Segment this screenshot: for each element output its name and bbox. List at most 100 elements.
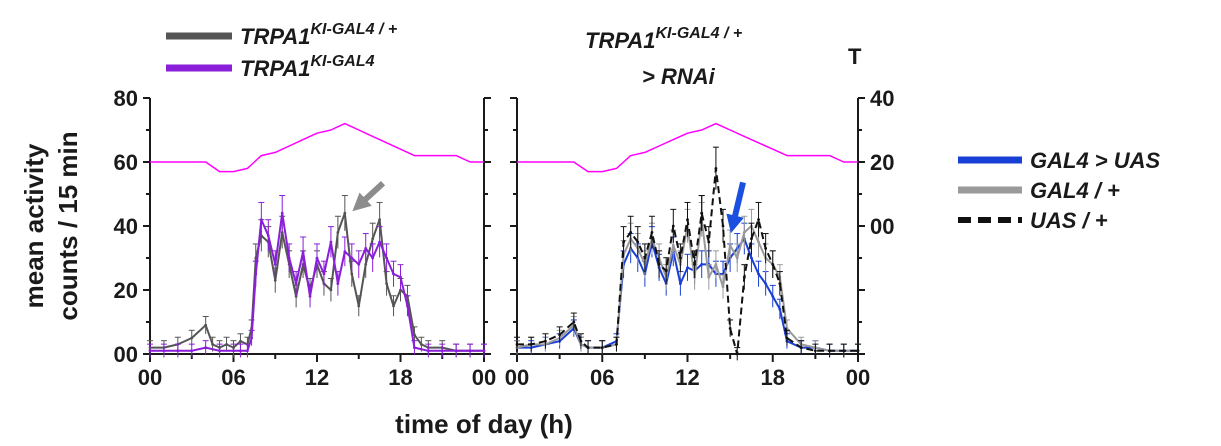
left-data-point xyxy=(266,234,270,238)
left-data-point xyxy=(364,247,368,250)
right-right-tick-label: 40 xyxy=(870,86,894,111)
left-data-point xyxy=(259,218,263,222)
left-data-point xyxy=(250,336,253,340)
left-data-point xyxy=(218,349,221,353)
left-data-point xyxy=(357,304,361,308)
left-data-point xyxy=(350,256,354,260)
right-data-point xyxy=(572,320,576,324)
right-right-tick-label: 00 xyxy=(870,214,894,239)
right-data-point xyxy=(707,275,711,279)
x-axis-label: time of day (h) xyxy=(395,409,573,439)
left-data-point xyxy=(385,256,388,260)
left-data-point xyxy=(239,349,242,353)
right-data-point xyxy=(714,263,718,266)
right-data-point xyxy=(586,346,590,349)
left-data-point xyxy=(294,282,298,285)
right-data-point xyxy=(678,282,682,285)
left-data-point xyxy=(287,256,291,260)
left-x-tick-label: 18 xyxy=(388,365,412,390)
legend-label-gal4: GAL4 / + xyxy=(1030,178,1120,203)
left-data-point xyxy=(190,349,194,353)
right-data-point xyxy=(742,231,746,234)
left-data-point xyxy=(322,272,326,276)
right-legend: GAL4 > UAS GAL4 / + UAS / + xyxy=(958,148,1161,233)
right-data-point xyxy=(544,339,547,343)
left-y-tick-label: 80 xyxy=(114,86,138,111)
right-series-uas-line xyxy=(517,167,858,355)
right-data-point xyxy=(828,349,831,353)
left-y-tick-label: 60 xyxy=(114,150,138,175)
left-data-point xyxy=(273,263,277,266)
left-data-point xyxy=(392,272,395,276)
left-data-point xyxy=(336,231,340,234)
right-data-point xyxy=(856,349,860,353)
left-data-point xyxy=(315,256,319,260)
right-data-point xyxy=(721,224,725,228)
right-data-point xyxy=(622,240,625,244)
right-data-point xyxy=(771,295,775,298)
right-panel-title: TRPA1KI-GAL4 / + > RNAi T xyxy=(585,25,862,89)
left-arrow-annotation xyxy=(352,180,386,212)
left-data-point xyxy=(254,272,258,276)
left-data-point xyxy=(280,231,284,234)
right-data-point xyxy=(707,240,711,244)
right-data-point xyxy=(721,285,725,289)
right-title-line2: > RNAi xyxy=(642,64,716,89)
left-series-temperature-line xyxy=(150,122,484,173)
right-data-point xyxy=(771,263,775,266)
left-data-point xyxy=(364,263,368,266)
left-data-point xyxy=(162,349,166,353)
left-data-point xyxy=(308,295,312,298)
left-data-point xyxy=(371,256,375,260)
right-data-point xyxy=(643,256,647,260)
left-data-point xyxy=(343,250,347,254)
right-right-tick-label: 20 xyxy=(870,150,894,175)
left-legend: TRPA1KI-GAL4 / + TRPA1KI-GAL4 xyxy=(166,21,397,81)
right-data-point xyxy=(735,256,739,260)
left-data-point xyxy=(350,272,354,276)
right-data-point xyxy=(678,256,682,260)
left-data-point xyxy=(426,349,430,353)
right-panel: 00 06 12 18 00 00 20 40 xyxy=(505,86,895,390)
left-data-point xyxy=(336,282,340,285)
left-y-tick-label: 00 xyxy=(114,342,138,367)
left-data-point xyxy=(343,211,347,215)
left-data-point xyxy=(482,349,486,353)
y-axis-label-line1: mean activity xyxy=(19,143,49,308)
left-x-tick-label: 00 xyxy=(472,365,496,390)
right-data-point xyxy=(757,272,760,276)
left-data-point xyxy=(468,349,472,353)
right-data-point xyxy=(778,282,782,285)
left-data-point xyxy=(371,237,375,241)
right-title-line1: TRPA1KI-GAL4 / + xyxy=(585,25,742,53)
left-data-point xyxy=(211,343,215,346)
right-data-point xyxy=(657,263,661,266)
right-data-point xyxy=(764,247,768,250)
right-data-point xyxy=(629,231,633,234)
right-series-gal4-line xyxy=(516,218,858,352)
left-data-point xyxy=(329,240,333,244)
right-data-point xyxy=(671,243,675,247)
left-data-point xyxy=(232,349,235,353)
left-data-point xyxy=(239,339,242,343)
left-data-point xyxy=(204,323,208,327)
left-data-point xyxy=(190,336,194,340)
left-x-tick-label: 12 xyxy=(305,365,329,390)
left-data-point xyxy=(378,218,382,222)
left-data-point xyxy=(246,349,249,353)
left-y-tick-label: 40 xyxy=(114,214,138,239)
right-data-point xyxy=(778,307,782,311)
left-data-point xyxy=(413,346,416,349)
left-data-point xyxy=(413,333,416,337)
left-data-point xyxy=(385,282,388,285)
right-data-point xyxy=(799,346,803,349)
right-data-point xyxy=(757,218,760,222)
right-data-point xyxy=(686,218,689,222)
right-x-tick-label: 00 xyxy=(846,365,870,390)
left-data-point xyxy=(406,304,409,308)
right-data-point xyxy=(764,282,768,285)
legend-label-uas: UAS / + xyxy=(1030,208,1108,233)
legend-label-gal4-uas: GAL4 > UAS xyxy=(1030,148,1161,173)
right-data-point xyxy=(515,343,519,346)
